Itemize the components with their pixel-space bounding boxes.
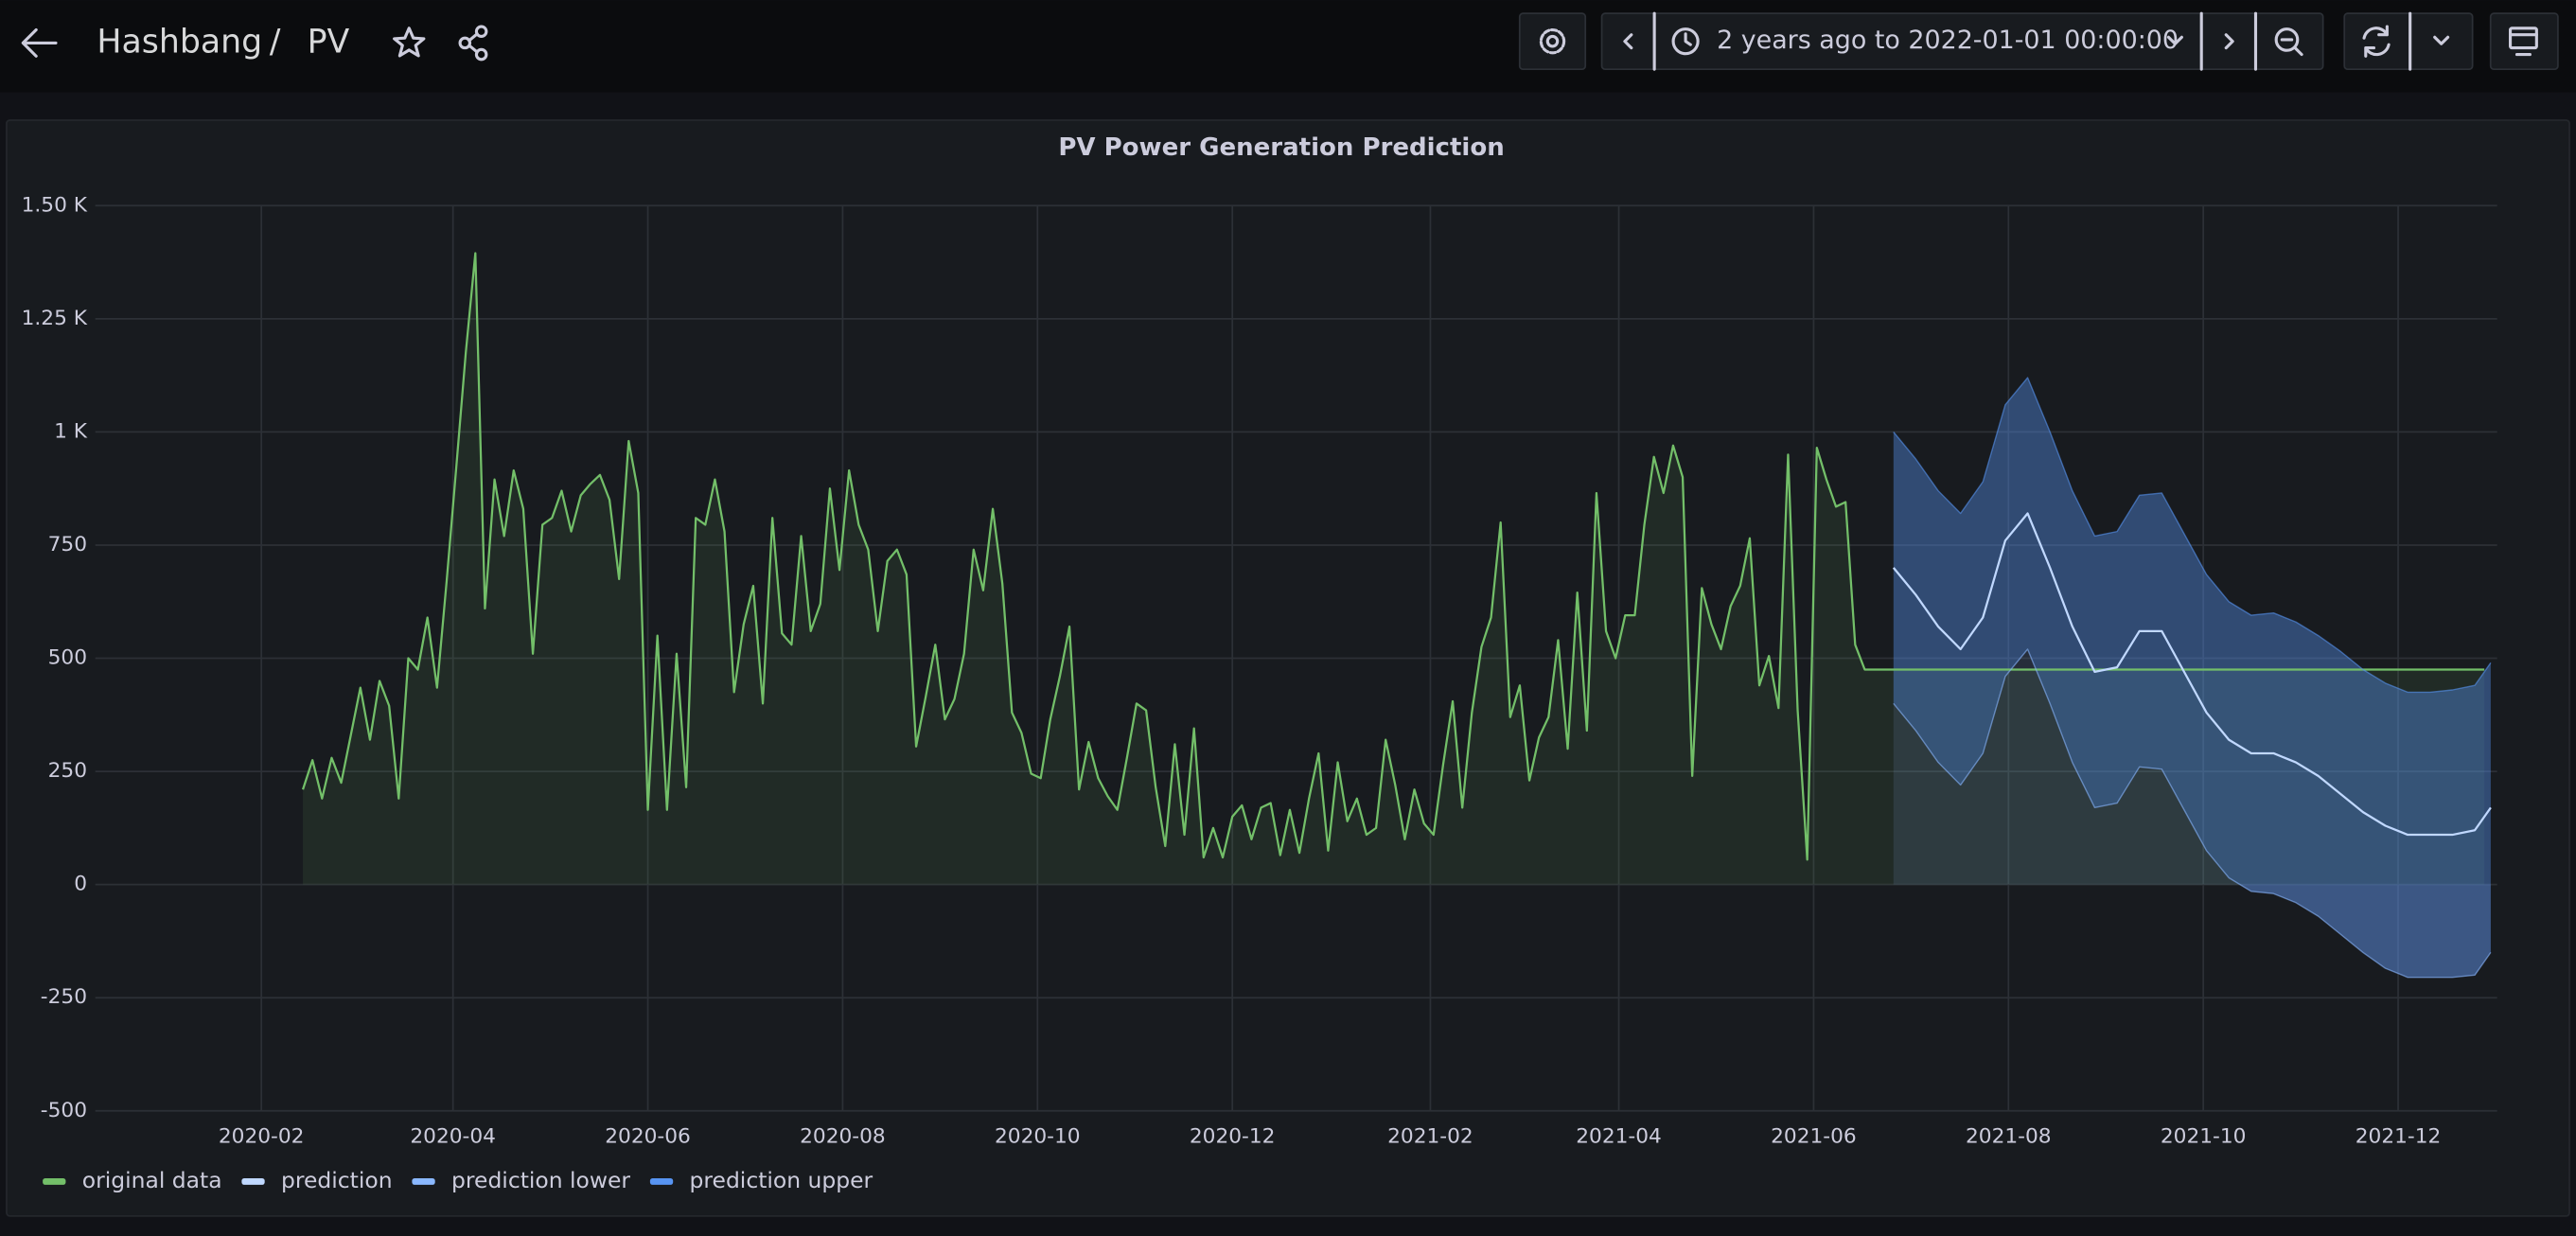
area-fill	[1893, 648, 2491, 978]
breadcrumb-separator: /	[270, 23, 281, 61]
breadcrumb-folder[interactable]: Hashbang	[97, 23, 262, 61]
star-button[interactable]	[393, 26, 426, 58]
x-tick-label: 2020-04	[410, 1125, 496, 1149]
refresh-button[interactable]	[2343, 11, 2474, 71]
y-tick-label: -250	[41, 985, 87, 1009]
x-tick-label: 2021-12	[2355, 1125, 2442, 1149]
time-picker[interactable]: 2 years ago to 2022-01-01 00:00:00	[1600, 11, 2324, 71]
legend-swatch	[43, 1177, 66, 1185]
x-tick-label: 2020-02	[219, 1125, 305, 1149]
legend-label: original data	[82, 1167, 222, 1193]
y-tick-label: -500	[41, 1099, 87, 1122]
x-tick-label: 2020-06	[605, 1125, 691, 1149]
series-line	[1893, 648, 2492, 979]
y-tick-label: 0	[74, 873, 87, 896]
legend-label: prediction upper	[690, 1167, 873, 1193]
y-tick-label: 750	[48, 533, 87, 556]
breadcrumb-page: PV	[308, 23, 350, 61]
series-line	[1893, 377, 2492, 694]
legend-swatch	[241, 1177, 265, 1185]
series-line	[1892, 512, 2492, 837]
y-tick-label: 500	[48, 646, 87, 670]
legend-label: prediction lower	[451, 1167, 630, 1193]
legend-label: prediction	[281, 1167, 393, 1193]
y-tick-label: 1 K	[54, 419, 88, 443]
prediction-band	[1893, 378, 2491, 978]
x-tick-label: 2020-08	[800, 1125, 886, 1149]
y-tick-label: 1.50 K	[22, 193, 88, 217]
x-tick-label: 2021-06	[1771, 1125, 1857, 1149]
series-line	[301, 252, 2485, 861]
legend-swatch	[649, 1177, 674, 1185]
x-tick-label: 2021-02	[1387, 1125, 1473, 1149]
x-tick-label: 2020-10	[995, 1125, 1081, 1149]
y-tick-label: 1.25 K	[22, 307, 88, 330]
legend-swatch	[412, 1177, 435, 1185]
chart-title: PV Power Generation Prediction	[1058, 133, 1504, 162]
x-tick-label: 2020-12	[1190, 1125, 1276, 1149]
x-tick-label: 2021-04	[1576, 1125, 1662, 1149]
time-range-label[interactable]: 2 years ago to 2022-01-01 00:00:00	[1717, 26, 2179, 55]
tv-mode-button[interactable]	[2489, 12, 2559, 71]
share-button[interactable]	[458, 25, 488, 62]
x-tick-label: 2021-08	[1966, 1125, 2052, 1149]
y-tick-label: 250	[48, 759, 87, 783]
x-tick-label: 2021-10	[2161, 1125, 2247, 1149]
area-fill	[303, 253, 2485, 885]
back-button[interactable]	[21, 27, 58, 58]
settings-button[interactable]	[1518, 12, 1587, 71]
